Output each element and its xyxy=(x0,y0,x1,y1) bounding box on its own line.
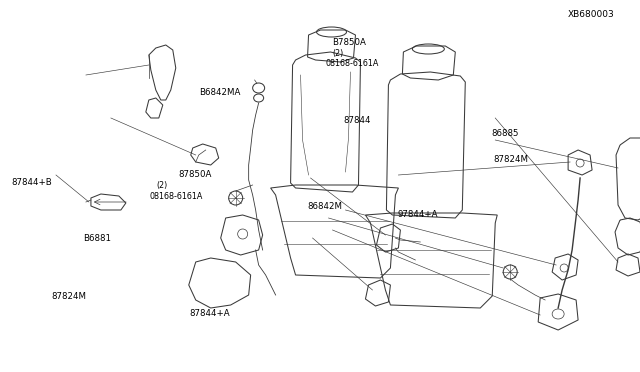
Text: 87824M: 87824M xyxy=(51,292,86,301)
Text: B7850A: B7850A xyxy=(332,38,366,46)
Text: 87844+A: 87844+A xyxy=(189,309,230,318)
Text: 97844+A: 97844+A xyxy=(397,210,438,219)
Text: 08168-6161A: 08168-6161A xyxy=(150,192,204,201)
Text: 08168-6161A: 08168-6161A xyxy=(326,59,379,68)
Text: 86842M: 86842M xyxy=(308,202,343,211)
Text: 87844+B: 87844+B xyxy=(12,178,52,187)
Text: 87844: 87844 xyxy=(344,116,371,125)
Text: 86885: 86885 xyxy=(492,129,519,138)
Text: XB680003: XB680003 xyxy=(568,10,614,19)
Text: (2): (2) xyxy=(332,49,343,58)
Text: 87824M: 87824M xyxy=(493,155,528,164)
Text: B6881: B6881 xyxy=(83,234,111,243)
Text: (2): (2) xyxy=(156,181,168,190)
Text: 87850A: 87850A xyxy=(179,170,212,179)
Text: B6842MA: B6842MA xyxy=(199,88,241,97)
